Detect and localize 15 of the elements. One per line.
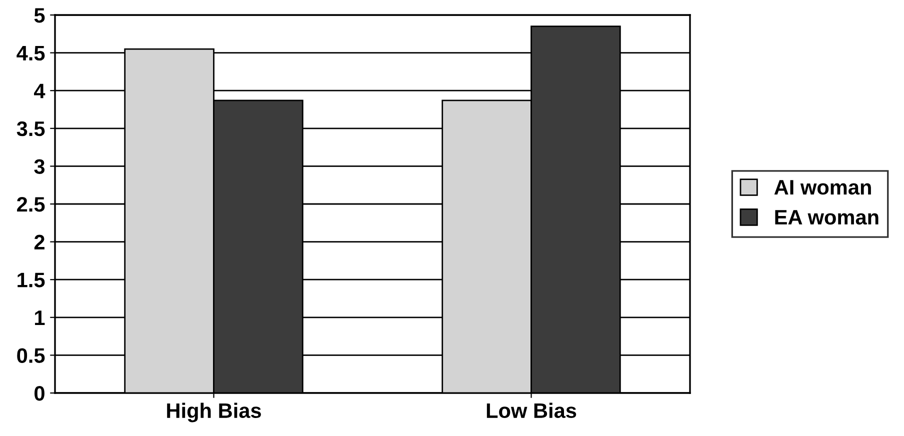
y-tick-label: 0 [34, 386, 44, 401]
y-tick-label: 1 [35, 310, 45, 325]
y-tick-label: 2 [34, 234, 44, 250]
y-tick-label: 0.5 [17, 348, 45, 363]
legend-label: EA woman [775, 210, 878, 225]
x-tick-label: Low Bias [486, 402, 576, 418]
y-tick-label: 4.5 [16, 46, 45, 61]
y-tick-label: 3 [34, 159, 45, 174]
y-tick-label: 5 [34, 8, 45, 23]
y-tick-label: 1.5 [18, 272, 45, 288]
y-tick-label: 3.5 [16, 121, 45, 136]
legend-label: AI woman [774, 180, 871, 195]
x-tick-label: High Bias [167, 402, 261, 422]
y-tick-label: 4 [34, 84, 46, 98]
y-tick-label: 2.5 [17, 197, 45, 212]
